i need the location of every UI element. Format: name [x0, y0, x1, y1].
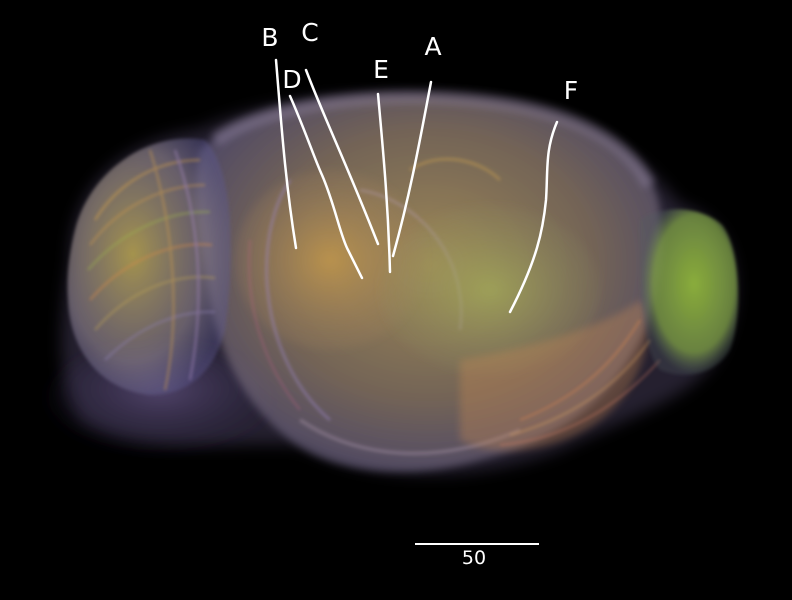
cerebellum: [640, 209, 739, 375]
striatum: [235, 170, 425, 350]
label-E: E: [373, 55, 389, 84]
olfactory-striations: [87, 149, 216, 391]
pointer-line-E: [376, 92, 392, 274]
pointer-line-A: [391, 80, 433, 258]
cortex-rim: [210, 89, 657, 189]
brainstem-fibers: [499, 319, 661, 446]
label-A: A: [424, 32, 442, 61]
pointer-line-D: [288, 94, 364, 280]
label-B: B: [261, 23, 279, 52]
brainstem: [460, 300, 648, 451]
pointer-line-B: [274, 58, 298, 250]
annotation-lines: [274, 58, 559, 314]
label-C: C: [301, 18, 319, 47]
label-D: D: [282, 65, 302, 94]
thalamus: [380, 205, 600, 375]
pointer-line-F: [508, 120, 559, 314]
label-F: F: [563, 76, 579, 105]
pointer-line-C: [304, 68, 380, 246]
scale-bar-label: 50: [461, 547, 487, 569]
